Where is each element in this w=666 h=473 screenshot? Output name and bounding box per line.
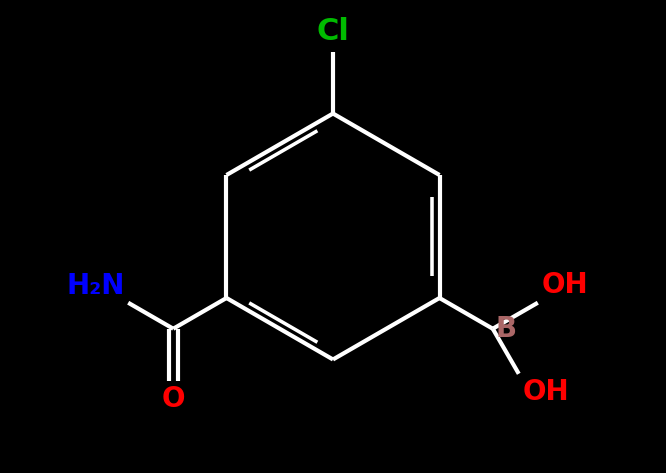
Text: OH: OH xyxy=(541,271,588,299)
Text: O: O xyxy=(161,385,185,413)
Text: OH: OH xyxy=(523,377,569,405)
Text: Cl: Cl xyxy=(316,18,350,46)
Text: H₂N: H₂N xyxy=(66,272,125,300)
Text: B: B xyxy=(495,315,516,343)
